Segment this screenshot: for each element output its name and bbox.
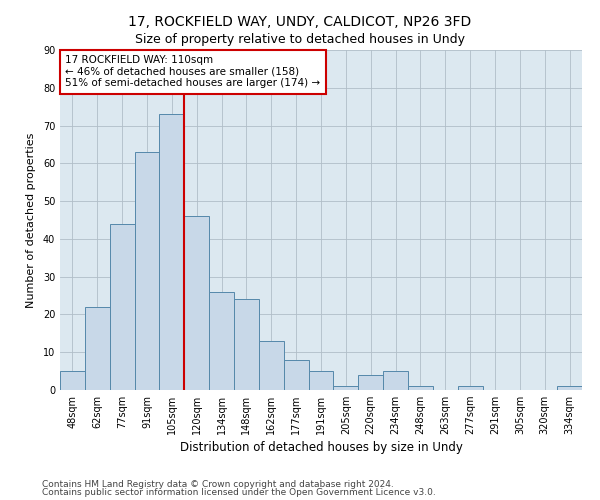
Text: Size of property relative to detached houses in Undy: Size of property relative to detached ho… <box>135 32 465 46</box>
Text: Contains HM Land Registry data © Crown copyright and database right 2024.: Contains HM Land Registry data © Crown c… <box>42 480 394 489</box>
X-axis label: Distribution of detached houses by size in Undy: Distribution of detached houses by size … <box>179 442 463 454</box>
Y-axis label: Number of detached properties: Number of detached properties <box>26 132 36 308</box>
Text: Contains public sector information licensed under the Open Government Licence v3: Contains public sector information licen… <box>42 488 436 497</box>
Bar <box>408 386 433 390</box>
Bar <box>383 371 408 390</box>
Bar <box>85 307 110 390</box>
Bar <box>334 386 358 390</box>
Bar <box>234 300 259 390</box>
Bar <box>557 386 582 390</box>
Bar <box>259 341 284 390</box>
Bar <box>209 292 234 390</box>
Bar <box>134 152 160 390</box>
Bar <box>458 386 482 390</box>
Bar <box>308 371 334 390</box>
Bar <box>284 360 308 390</box>
Bar <box>358 375 383 390</box>
Bar <box>110 224 134 390</box>
Bar <box>160 114 184 390</box>
Text: 17 ROCKFIELD WAY: 110sqm
← 46% of detached houses are smaller (158)
51% of semi-: 17 ROCKFIELD WAY: 110sqm ← 46% of detach… <box>65 55 320 88</box>
Text: 17, ROCKFIELD WAY, UNDY, CALDICOT, NP26 3FD: 17, ROCKFIELD WAY, UNDY, CALDICOT, NP26 … <box>128 15 472 29</box>
Bar <box>184 216 209 390</box>
Bar <box>60 371 85 390</box>
